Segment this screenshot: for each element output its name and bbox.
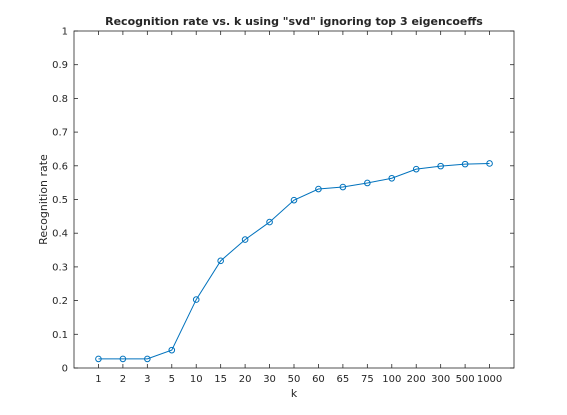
data-point-marker [412,165,420,173]
series-line [98,162,490,360]
data-point-marker [119,355,127,363]
y-axis-ticks: 0 0.1 0.2 0.3 0.4 0.5 0.6 0.7 0.8 0.9 1 [52,27,514,375]
data-point-marker [241,236,249,243]
y-tick-label: 0.6 [52,161,68,172]
y-tick-label: 0.4 [52,229,68,240]
data-point-marker [168,346,176,354]
x-tick-label: 500 [456,374,475,385]
plot-area [74,31,514,368]
data-point-marker [217,257,224,265]
x-axis-ticks: 1 2 3 5 10 15 20 30 50 60 65 75 100 200 300 500 1000 [95,31,502,385]
y-tick-label: 0.7 [52,128,68,139]
x-tick-label: 100 [382,374,401,385]
y-axis-label: Recognition rate [37,154,50,245]
y-tick-label: 0.2 [52,296,68,307]
y-tick-label: 0.3 [52,262,68,273]
data-point-marker [315,185,322,193]
x-tick-label: 2 [120,374,126,385]
x-tick-label: 300 [431,374,450,385]
x-tick-label: 1 [95,374,101,385]
y-tick-label: 0.5 [52,195,68,206]
data-point-marker [437,162,444,170]
x-tick-label: 5 [169,374,175,385]
x-tick-label: 30 [263,374,276,385]
data-point-marker [144,355,151,363]
data-point-marker [266,218,273,226]
x-tick-label: 50 [288,374,301,385]
y-tick-label: 0.9 [52,60,68,71]
x-tick-label: 3 [144,374,150,385]
data-point-marker [339,183,347,191]
y-tick-label: 0 [62,364,68,375]
x-tick-label: 200 [407,374,426,385]
y-tick-label: 1 [62,27,68,38]
x-tick-label: 20 [239,374,252,385]
x-tick-label: 65 [337,374,350,385]
data-point-marker [95,355,102,363]
x-axis-label: k [291,387,298,400]
data-point-marker [192,296,200,303]
x-tick-label: 60 [312,374,325,385]
data-point-marker [290,196,298,204]
series-layer [95,160,493,363]
y-tick-label: 0.1 [52,330,68,341]
x-tick-label: 1000 [477,374,502,385]
data-point-marker [388,174,396,182]
data-point-marker [364,179,371,187]
chart-title: Recognition rate vs. k using "svd" ignor… [105,15,483,28]
data-point-marker [461,160,469,168]
y-tick-label: 0.8 [52,94,68,105]
x-tick-label: 10 [190,374,203,385]
x-tick-label: 75 [361,374,374,385]
x-tick-label: 15 [214,374,227,385]
data-point-marker [486,160,493,167]
